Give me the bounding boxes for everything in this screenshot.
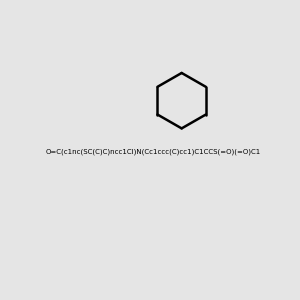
Text: O=C(c1nc(SC(C)C)ncc1Cl)N(Cc1ccc(C)cc1)C1CCS(=O)(=O)C1: O=C(c1nc(SC(C)C)ncc1Cl)N(Cc1ccc(C)cc1)C1… [46, 148, 261, 155]
